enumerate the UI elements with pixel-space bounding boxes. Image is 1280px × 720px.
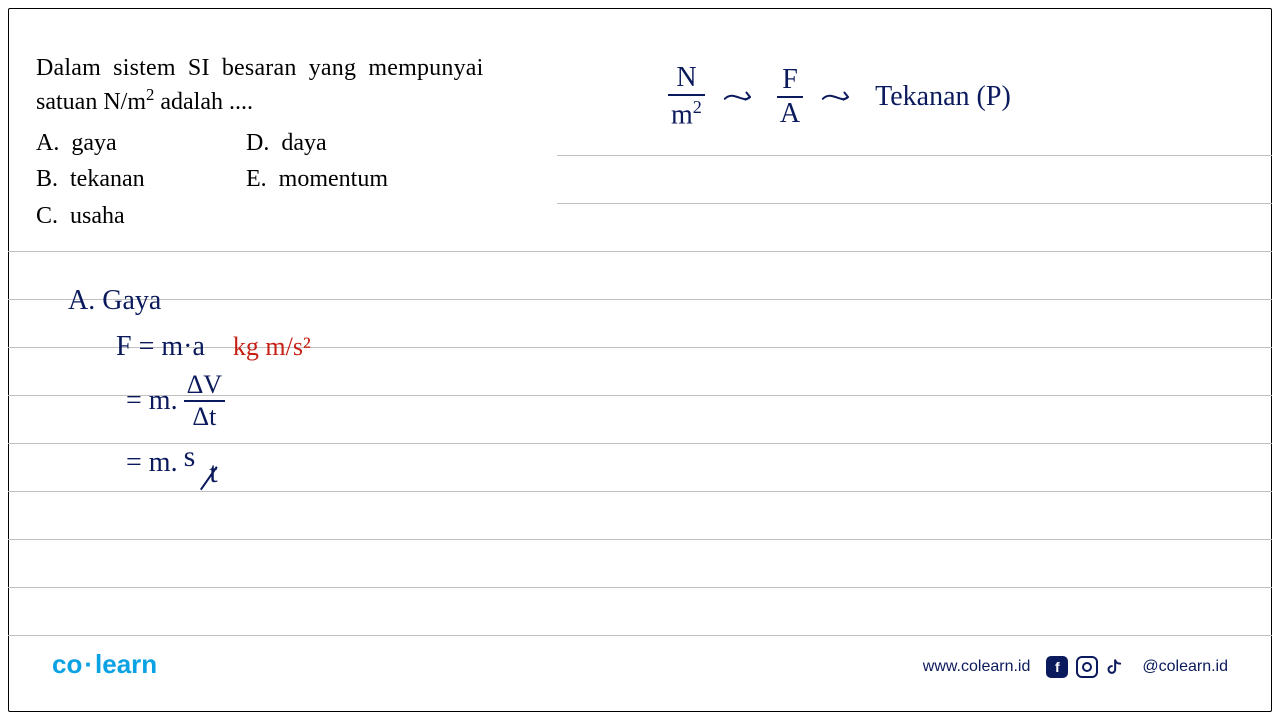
q-line2-pre: satuan N/m [36,89,146,115]
question-line1: Dalam sistem SI besaran yang mempunyai [36,52,576,84]
eq2-frac: ΔV Δt [184,372,226,430]
pressure-label: Tekanan (P) [875,81,1011,113]
frac2-den: A [777,100,803,128]
option-c: C. usaha [36,200,246,232]
brand-part-b: learn [95,649,157,679]
frac1-bar [668,94,705,96]
work-eq1: F = m·a kg m/s² [68,324,311,370]
frac1-num: N [673,64,699,92]
instagram-icon [1076,656,1098,678]
ruled-line [8,251,1272,252]
social-icons: f [1046,656,1126,678]
handwritten-working: A. Gaya F = m·a kg m/s² = m. ΔV Δt = m. … [68,278,311,494]
ruled-line [557,155,1272,156]
eq3-den: t [209,456,217,489]
instagram-inner-icon [1082,662,1092,672]
eq2-den: Δt [189,404,219,430]
question-block: Dalam sistem SI besaran yang mempunyai s… [36,52,576,232]
ruled-line [8,587,1272,588]
option-d: D. daya [246,127,486,159]
ruled-line [557,203,1272,204]
option-b: B. tekanan [36,163,246,195]
work-eq3: = m. st [68,432,311,494]
ruled-line [8,539,1272,540]
eq2-num: ΔV [184,372,226,398]
work-eq2: = m. ΔV Δt [68,370,311,432]
top-handwritten-notes: N m2 F A Tekanan (P) [668,52,1232,142]
fraction-f-a: F A [777,66,803,128]
q-line2-post: adalah .... [154,89,253,115]
eq2-pre: = m. [126,385,178,417]
arrow-icon [821,88,857,106]
work-heading: A. Gaya [68,278,311,324]
footer-url: www.colearn.id [923,658,1031,676]
options-grid: A. gaya D. daya B. tekanan E. momentum C… [36,127,576,232]
frac1-den: m2 [668,98,705,129]
fraction-n-m2: N m2 [668,64,705,129]
option-e: E. momentum [246,163,486,195]
eq1-unit: kg m/s² [233,332,311,362]
question-line2: satuan N/m2 adalah .... [36,84,576,118]
option-a: A. gaya [36,127,246,159]
eq3-num: s [184,440,196,473]
eq3-frac: st [184,446,232,480]
facebook-icon: f [1046,656,1068,678]
arrow-icon [723,88,759,106]
social-handle: @colearn.id [1142,658,1228,676]
eq3-pre: = m. [126,447,178,479]
frac2-num: F [779,66,801,94]
eq1-lhs: F = m·a [116,331,205,363]
ruled-line [8,635,1272,636]
brand-part-a: co [52,649,82,679]
brand-logo: co·learn [52,649,157,680]
footer-right: www.colearn.id f @colearn.id [923,656,1228,678]
tiktok-icon [1106,656,1126,678]
page-content: Dalam sistem SI besaran yang mempunyai s… [8,8,1272,712]
brand-dot: · [82,649,95,679]
